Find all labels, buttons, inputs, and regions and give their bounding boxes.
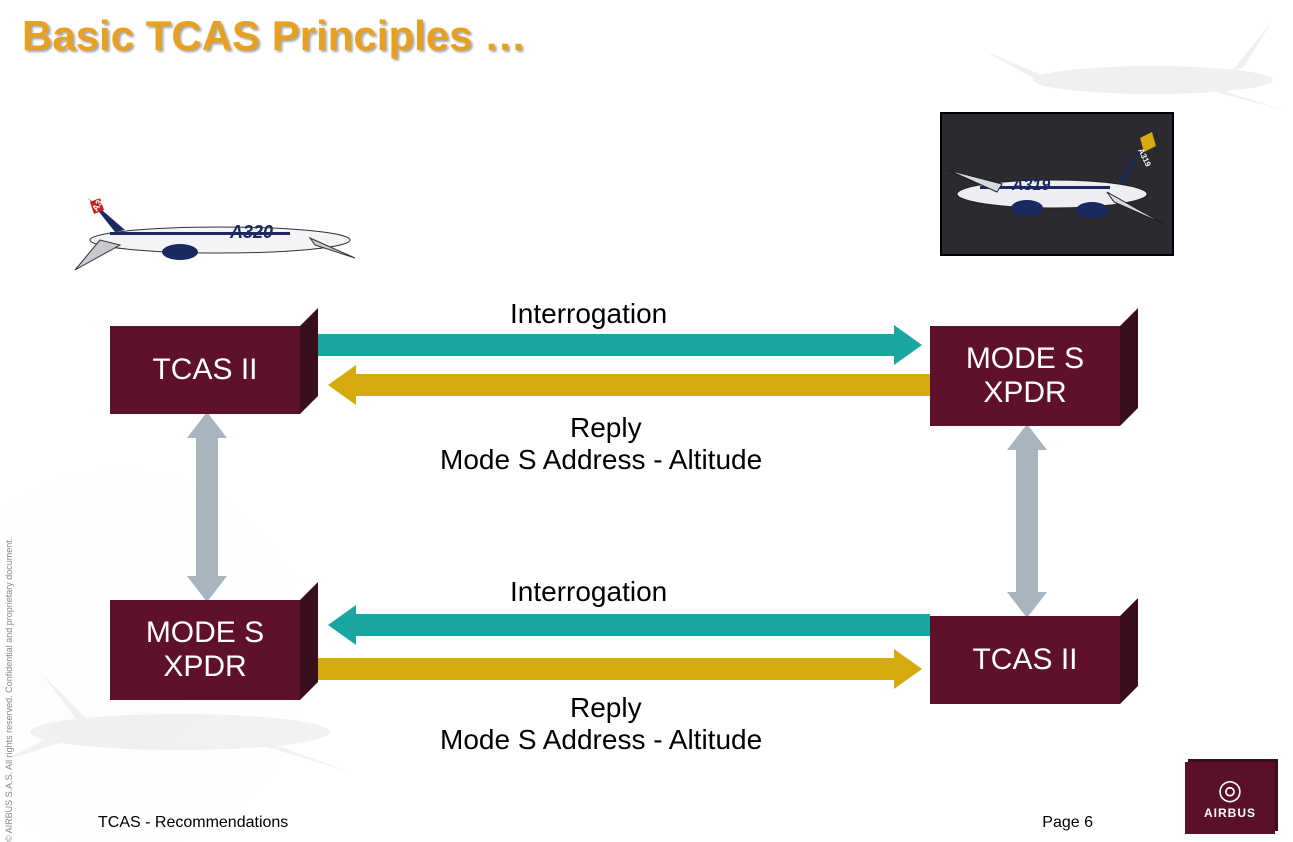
- svg-text:A320: A320: [90, 190, 109, 213]
- box-xpdr-top-right: MODE SXPDR: [930, 326, 1120, 426]
- box-label: MODE SXPDR: [930, 326, 1120, 426]
- airbus-logo: ◎ AIRBUS: [1185, 762, 1275, 834]
- box-xpdr-bottom-left: MODE SXPDR: [110, 600, 300, 700]
- arrow-top-reply: [350, 374, 930, 396]
- box-label: TCAS II: [930, 616, 1120, 704]
- background-plane-top-right: [973, 0, 1293, 130]
- arrow-left-double: [196, 432, 218, 582]
- label-bottom-interrogation: Interrogation: [510, 576, 667, 608]
- svg-text:A319: A319: [1011, 177, 1050, 194]
- slide-title: Basic TCAS Principles …: [22, 12, 526, 60]
- aircraft-right-box: A319 A319: [940, 112, 1174, 256]
- box-tcas-bottom-right: TCAS II: [930, 616, 1120, 704]
- label-bottom-reply-1: Reply: [570, 692, 642, 724]
- arrow-bottom-reply: [310, 658, 900, 680]
- svg-text:A320: A320: [229, 222, 273, 242]
- box-label: MODE SXPDR: [110, 600, 300, 700]
- arrow-right-double: [1016, 444, 1038, 598]
- footer-left: TCAS - Recommendations: [98, 814, 288, 832]
- aircraft-right-icon: A319 A319: [942, 114, 1172, 254]
- logo-brand-text: AIRBUS: [1204, 806, 1256, 820]
- label-bottom-reply-2: Mode S Address - Altitude: [440, 724, 762, 756]
- footer-page: Page 6: [1042, 814, 1093, 832]
- arrow-bottom-interrogation: [350, 614, 930, 636]
- label-top-reply-1: Reply: [570, 412, 642, 444]
- box-tcas-top-left: TCAS II: [110, 326, 300, 414]
- logo-swirl-icon: ◎: [1218, 776, 1242, 804]
- arrow-top-interrogation: [310, 334, 900, 356]
- label-top-reply-2: Mode S Address - Altitude: [440, 444, 762, 476]
- svg-text:A319: A319: [1136, 147, 1153, 169]
- aircraft-left-icon: A320 A320: [70, 190, 360, 280]
- box-label: TCAS II: [110, 326, 300, 414]
- copyright-text: © AIRBUS S.A.S. All rights reserved. Con…: [4, 538, 14, 842]
- label-top-interrogation: Interrogation: [510, 298, 667, 330]
